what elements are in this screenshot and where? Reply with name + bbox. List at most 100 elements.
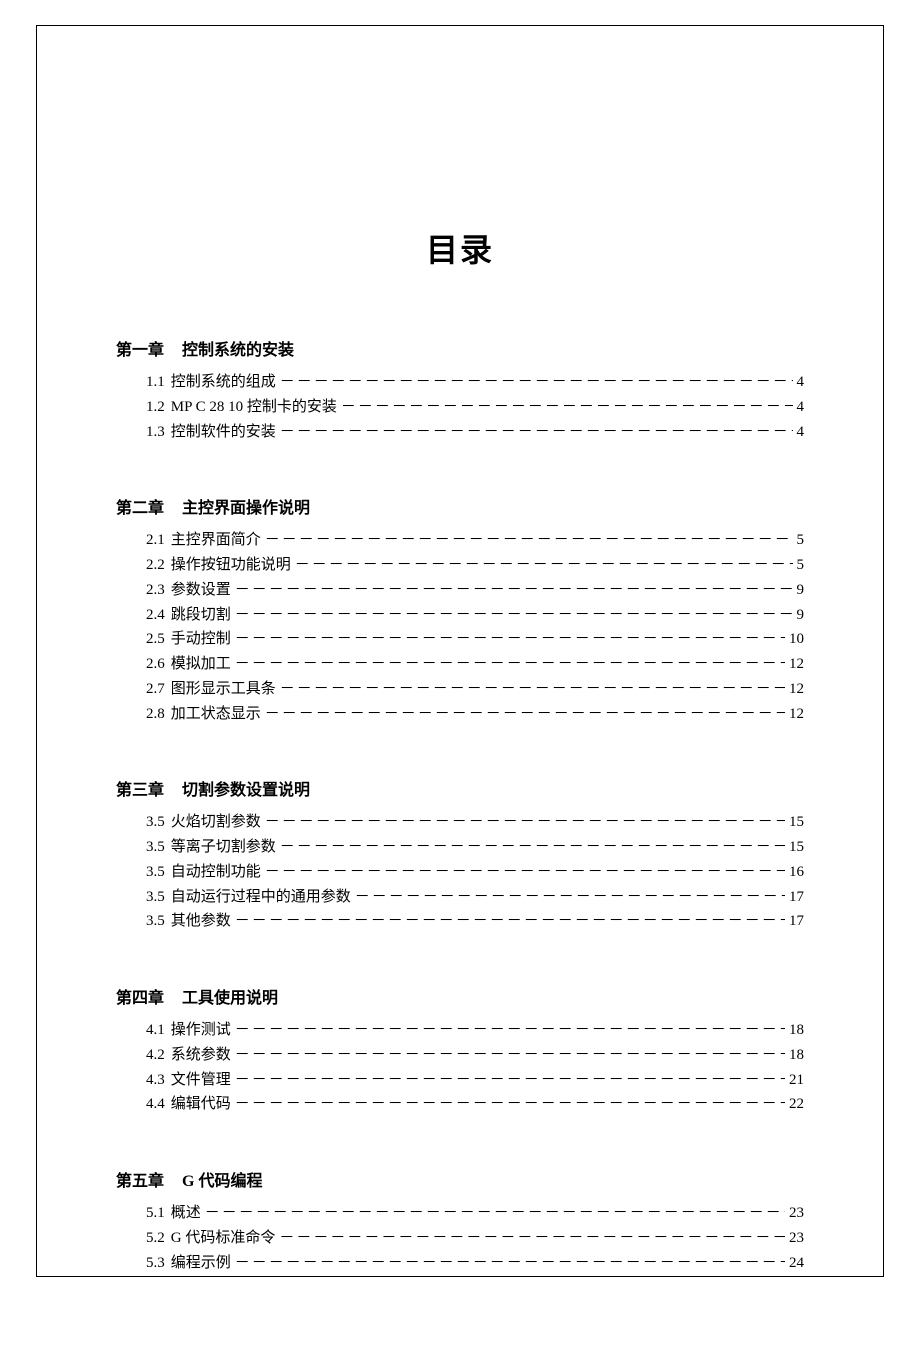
entry-page: 12: [789, 702, 804, 727]
entry-page: 16: [789, 860, 804, 885]
entry-number: 2.3: [146, 578, 165, 603]
entry-page: 18: [789, 1018, 804, 1043]
toc-entry: 3.5火焰切割参数－－－－－－－－－－－－－－－－－－－－－－－－－－－－－－－…: [116, 810, 804, 835]
entry-number: 2.8: [146, 702, 165, 727]
dot-leader: －－－－－－－－－－－－－－－－－－－－－－－－－－－－－－－－－－－－－－－－…: [235, 1018, 785, 1043]
dot-leader: －－－－－－－－－－－－－－－－－－－－－－－－－－－－－－－－－－－－－－－－…: [295, 553, 793, 578]
entry-number: 2.4: [146, 603, 165, 628]
entry-number: 3.5: [146, 860, 165, 885]
dot-leader: －－－－－－－－－－－－－－－－－－－－－－－－－－－－－－－－－－－－－－－－…: [265, 810, 785, 835]
toc-entry: 2.8加工状态显示－－－－－－－－－－－－－－－－－－－－－－－－－－－－－－－…: [116, 702, 804, 727]
toc-entry: 1.2MP C 28 10 控制卡的安装－－－－－－－－－－－－－－－－－－－－…: [116, 395, 804, 420]
entry-page: 9: [797, 578, 805, 603]
page-title: 目录: [116, 225, 804, 271]
entry-title: 图形显示工具条: [171, 677, 276, 702]
dot-leader: －－－－－－－－－－－－－－－－－－－－－－－－－－－－－－－－－－－－－－－－…: [265, 702, 785, 727]
entry-page: 17: [789, 885, 804, 910]
toc-entry: 2.7 图形显示工具条－－－－－－－－－－－－－－－－－－－－－－－－－－－－－－…: [116, 677, 804, 702]
dot-leader: －－－－－－－－－－－－－－－－－－－－－－－－－－－－－－－－－－－－－－－－…: [280, 370, 793, 395]
entry-page: 5: [797, 553, 805, 578]
entry-title: 自动运行过程中的通用参数: [171, 885, 351, 910]
entry-title: 参数设置: [171, 578, 231, 603]
entry-title: 操作按钮功能说明: [171, 553, 291, 578]
entry-page: 22: [789, 1092, 804, 1117]
entry-title: 其他参数: [171, 909, 231, 934]
toc-entry: 2.2 操作按钮功能说明－－－－－－－－－－－－－－－－－－－－－－－－－－－－－…: [116, 553, 804, 578]
entry-page: 21: [789, 1068, 804, 1093]
entry-page: 4: [797, 395, 805, 420]
toc-entry: 4.4编辑代码－－－－－－－－－－－－－－－－－－－－－－－－－－－－－－－－－…: [116, 1092, 804, 1117]
entry-title: 控制软件的安装: [171, 420, 276, 445]
entry-page: 23: [789, 1226, 804, 1251]
dot-leader: －－－－－－－－－－－－－－－－－－－－－－－－－－－－－－－－－－－－－－－－…: [265, 860, 785, 885]
dot-leader: －－－－－－－－－－－－－－－－－－－－－－－－－－－－－－－－－－－－－－－－…: [355, 885, 785, 910]
chapter-heading: 第一章控制系统的安装: [116, 336, 804, 360]
entry-title: 自动控制功能: [171, 860, 261, 885]
toc-entry: 3.5等离子切割参数－－－－－－－－－－－－－－－－－－－－－－－－－－－－－－…: [116, 835, 804, 860]
dot-leader: －－－－－－－－－－－－－－－－－－－－－－－－－－－－－－－－－－－－－－－－…: [235, 627, 785, 652]
toc-entry: 4.1 操作测试－－－－－－－－－－－－－－－－－－－－－－－－－－－－－－－－－…: [116, 1018, 804, 1043]
entry-title: 控制系统的组成: [171, 370, 276, 395]
entry-number: 2.6: [146, 652, 165, 677]
entry-title: 概述: [171, 1201, 201, 1226]
entry-page: 4: [797, 420, 805, 445]
entry-number: 3.5: [146, 885, 165, 910]
entry-title: 系统参数: [171, 1043, 231, 1068]
toc-container: 第一章控制系统的安装1.1控制系统的组成－－－－－－－－－－－－－－－－－－－－…: [116, 336, 804, 1275]
chapter: 第四章工具使用说明4.1操作测试－－－－－－－－－－－－－－－－－－－－－－－－…: [116, 984, 804, 1117]
dot-leader: －－－－－－－－－－－－－－－－－－－－－－－－－－－－－－－－－－－－－－－－…: [265, 528, 793, 553]
dot-leader: －－－－－－－－－－－－－－－－－－－－－－－－－－－－－－－－－－－－－－－－…: [235, 1092, 785, 1117]
dot-leader: －－－－－－－－－－－－－－－－－－－－－－－－－－－－－－－－－－－－－－－－…: [235, 578, 793, 603]
chapter: 第一章控制系统的安装 1.1 控制系统的组成－－－－－－－－－－－－－－－－－－－－…: [116, 336, 804, 444]
chapter: 第五章G 代码编程 5.1概述－－－－－－－－－－－－－－－－－－－－－－－－－－…: [116, 1167, 804, 1275]
entry-number: 2.1: [146, 528, 165, 553]
dot-leader: －－－－－－－－－－－－－－－－－－－－－－－－－－－－－－－－－－－－－－－－…: [280, 677, 785, 702]
entry-number: 4.4: [146, 1092, 165, 1117]
entry-page: 4: [797, 370, 805, 395]
chapter-title: 主控界面操作说明: [182, 500, 310, 517]
chapter-label: 第三章: [116, 776, 164, 800]
toc-entry: 2.1 主控界面简介－－－－－－－－－－－－－－－－－－－－－－－－－－－－－－－…: [116, 528, 804, 553]
dot-leader: －－－－－－－－－－－－－－－－－－－－－－－－－－－－－－－－－－－－－－－－…: [235, 1251, 785, 1276]
entry-page: 18: [789, 1043, 804, 1068]
entry-title: 火焰切割参数: [171, 810, 261, 835]
entry-number: 1.1: [146, 370, 165, 395]
entry-number: 4.2: [146, 1043, 165, 1068]
entry-page: 15: [789, 810, 804, 835]
document-content: 目录 第一章控制系统的安装1.1控制系统的组成－－－－－－－－－－－－－－－－－…: [36, 25, 884, 1365]
chapter-heading: 第三章 切割参数设置说明: [116, 776, 804, 800]
dot-leader: －－－－－－－－－－－－－－－－－－－－－－－－－－－－－－－－－－－－－－－－…: [205, 1201, 785, 1226]
toc-entry: 4.3文件管理－－－－－－－－－－－－－－－－－－－－－－－－－－－－－－－－－…: [116, 1068, 804, 1093]
chapter: 第二章主控界面操作说明2.1主控界面简介－－－－－－－－－－－－－－－－－－－－…: [116, 494, 804, 726]
toc-entry: 3.5其他参数－－－－－－－－－－－－－－－－－－－－－－－－－－－－－－－－－…: [116, 909, 804, 934]
chapter-label: 第二章: [116, 494, 164, 518]
chapter-label: 第四章: [116, 984, 164, 1008]
toc-entry: 5.2G 代码标准命令－－－－－－－－－－－－－－－－－－－－－－－－－－－－－…: [116, 1226, 804, 1251]
dot-leader: －－－－－－－－－－－－－－－－－－－－－－－－－－－－－－－－－－－－－－－－…: [235, 603, 793, 628]
toc-entry: 2.4跳段切割－－－－－－－－－－－－－－－－－－－－－－－－－－－－－－－－－…: [116, 603, 804, 628]
entry-title: 文件管理: [171, 1068, 231, 1093]
entry-page: 9: [797, 603, 805, 628]
entry-title: G 代码标准命令: [171, 1226, 276, 1251]
entry-title: 操作测试: [171, 1018, 231, 1043]
chapter-heading: 第四章工具使用说明: [116, 984, 804, 1008]
dot-leader: －－－－－－－－－－－－－－－－－－－－－－－－－－－－－－－－－－－－－－－－…: [235, 909, 785, 934]
chapter-title: 切割参数设置说明: [182, 782, 310, 799]
dot-leader: －－－－－－－－－－－－－－－－－－－－－－－－－－－－－－－－－－－－－－－－…: [280, 835, 785, 860]
dot-leader: －－－－－－－－－－－－－－－－－－－－－－－－－－－－－－－－－－－－－－－－…: [235, 1043, 785, 1068]
toc-entry: 2.3 参数设置－－－－－－－－－－－－－－－－－－－－－－－－－－－－－－－－－…: [116, 578, 804, 603]
entry-number: 2.7: [146, 677, 165, 702]
toc-entry: 3.5 自动运行过程中的通用参数－－－－－－－－－－－－－－－－－－－－－－－－－…: [116, 885, 804, 910]
entry-title: 主控界面简介: [171, 528, 261, 553]
dot-leader: －－－－－－－－－－－－－－－－－－－－－－－－－－－－－－－－－－－－－－－－…: [235, 652, 785, 677]
chapter-label: 第一章: [116, 336, 164, 360]
entry-number: 3.5: [146, 835, 165, 860]
entry-number: 1.3: [146, 420, 165, 445]
entry-page: 12: [789, 677, 804, 702]
entry-page: 15: [789, 835, 804, 860]
entry-page: 23: [789, 1201, 804, 1226]
entry-number: 2.2: [146, 553, 165, 578]
chapter-heading: 第五章G 代码编程: [116, 1167, 804, 1191]
toc-entry: 5.1概述－－－－－－－－－－－－－－－－－－－－－－－－－－－－－－－－－－－…: [116, 1201, 804, 1226]
entry-number: 4.1: [146, 1018, 165, 1043]
